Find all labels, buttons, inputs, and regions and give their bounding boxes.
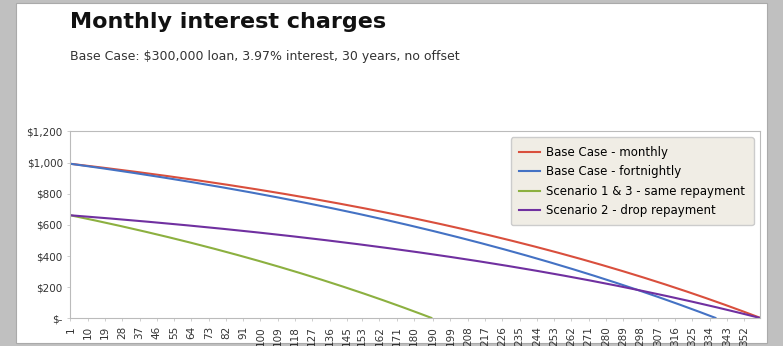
Scenario 1 & 3 - same repayment	[304, 274, 313, 278]
Base Case - fortnightly	[578, 270, 587, 274]
Legend: Base Case - monthly, Base Case - fortnightly, Scenario 1 & 3 - same repayment, S: Base Case - monthly, Base Case - fortnig…	[511, 137, 753, 225]
Base Case - fortnightly	[265, 194, 275, 198]
Base Case - fortnightly	[66, 162, 75, 166]
Base Case - fortnightly	[711, 316, 720, 320]
Line: Base Case - monthly: Base Case - monthly	[70, 164, 760, 318]
Line: Base Case - fortnightly: Base Case - fortnightly	[70, 164, 716, 318]
Scenario 2 - drop repayment	[150, 220, 160, 225]
Base Case - monthly	[716, 301, 726, 306]
Base Case - fortnightly	[420, 227, 430, 231]
Scenario 2 - drop repayment	[66, 213, 75, 217]
Scenario 2 - drop repayment	[716, 306, 726, 310]
Base Case - monthly	[294, 194, 304, 199]
Scenario 2 - drop repayment	[755, 316, 764, 320]
Base Case - monthly	[66, 162, 75, 166]
Base Case - monthly	[755, 316, 764, 320]
Line: Scenario 2 - drop repayment: Scenario 2 - drop repayment	[70, 215, 760, 318]
Scenario 1 & 3 - same repayment	[66, 213, 75, 217]
Base Case - monthly	[367, 208, 377, 212]
Scenario 1 & 3 - same repayment	[137, 229, 146, 233]
Base Case - fortnightly	[557, 264, 567, 268]
Scenario 2 - drop repayment	[271, 233, 280, 237]
Scenario 1 & 3 - same repayment	[427, 316, 436, 320]
Base Case - fortnightly	[79, 164, 88, 168]
Text: Monthly interest charges: Monthly interest charges	[70, 12, 387, 32]
Base Case - monthly	[150, 172, 160, 176]
Base Case - fortnightly	[571, 268, 580, 272]
Scenario 1 & 3 - same repayment	[124, 226, 133, 230]
Scenario 2 - drop repayment	[294, 235, 304, 239]
Base Case - monthly	[271, 190, 280, 194]
Scenario 1 & 3 - same repayment	[337, 284, 346, 288]
Scenario 2 - drop repayment	[367, 244, 377, 248]
Scenario 1 & 3 - same repayment	[202, 245, 211, 249]
Line: Scenario 1 & 3 - same repayment: Scenario 1 & 3 - same repayment	[70, 215, 431, 318]
Scenario 1 & 3 - same repayment	[350, 288, 359, 292]
Base Case - monthly	[305, 196, 315, 200]
Text: Base Case: $300,000 loan, 3.97% interest, 30 years, no offset: Base Case: $300,000 loan, 3.97% interest…	[70, 50, 460, 63]
Scenario 2 - drop repayment	[305, 236, 315, 240]
